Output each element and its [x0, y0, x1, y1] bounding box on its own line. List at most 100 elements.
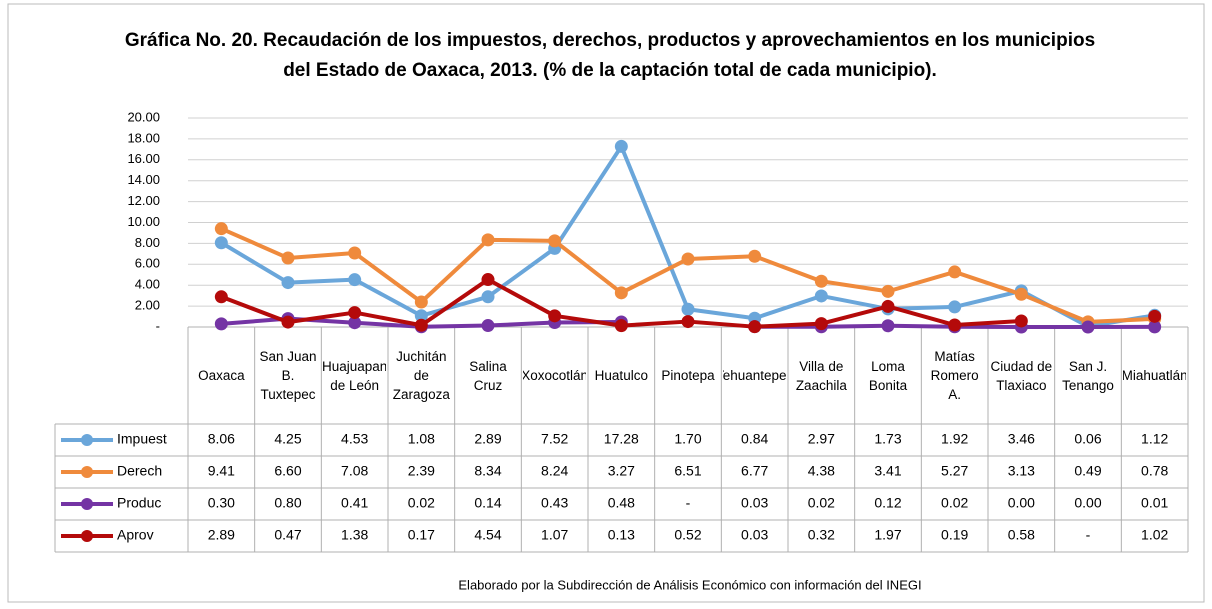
data-point [281, 315, 295, 329]
table-value: 0.01 [1141, 495, 1168, 511]
x-tick-label: Pinotepa [661, 368, 715, 383]
data-point [1148, 320, 1162, 334]
table-value: 0.06 [1074, 431, 1101, 447]
data-point [948, 318, 962, 332]
data-point [214, 317, 228, 331]
category-cell: Tehuantepec [723, 368, 786, 383]
table-value: 1.12 [1141, 431, 1168, 447]
legend-key [81, 498, 93, 510]
chart-frame [7, 3, 1205, 603]
table-value: 0.41 [341, 495, 368, 511]
table-value: 3.46 [1008, 431, 1035, 447]
y-tick-label: 16.00 [127, 151, 160, 166]
table-value: 17.28 [604, 431, 639, 447]
table-value: 0.00 [1008, 495, 1035, 511]
table-value: 6.60 [274, 463, 301, 479]
data-point [681, 315, 695, 329]
table-value: 2.89 [474, 431, 501, 447]
category-cell: Pinotepa [661, 368, 715, 383]
table-value: 8.34 [474, 463, 501, 479]
table-value: 0.52 [674, 527, 701, 543]
table-value: 1.07 [541, 527, 568, 543]
data-point [881, 284, 895, 298]
x-tick-label: Xoxocotlán [523, 368, 586, 383]
data-point [414, 309, 428, 323]
data-point [481, 290, 495, 304]
table-value: 8.06 [208, 431, 235, 447]
table-value: 0.00 [1074, 495, 1101, 511]
y-tick-label: 4.00 [135, 277, 160, 292]
x-tick-label: Villa de Zaachila [795, 358, 847, 393]
legend-label: Impuest [117, 431, 167, 447]
data-point [1014, 314, 1028, 328]
data-point [548, 234, 562, 248]
data-point [1148, 309, 1162, 323]
table-value: 8.24 [541, 463, 568, 479]
table-value: 3.27 [608, 463, 635, 479]
table-value: 1.38 [341, 527, 368, 543]
x-tick-label: Huajuapan de León [323, 358, 386, 393]
data-point [614, 139, 628, 153]
table-value: 4.38 [808, 463, 835, 479]
legend-label: Produc [117, 495, 161, 511]
table-value: 2.39 [408, 463, 435, 479]
table-value: 7.08 [341, 463, 368, 479]
table-value: 4.54 [474, 527, 501, 543]
category-cell: Huatulco [594, 368, 648, 383]
y-tick-label: 12.00 [127, 193, 160, 208]
table-value: 0.58 [1008, 527, 1035, 543]
table-value: 0.43 [541, 495, 568, 511]
table-value: 0.02 [408, 495, 435, 511]
table-value: 7.52 [541, 431, 568, 447]
table-value: 3.41 [874, 463, 901, 479]
legend-key [81, 530, 93, 542]
table-value: 3.13 [1008, 463, 1035, 479]
data-point [414, 295, 428, 309]
legend-label: Derech [117, 463, 162, 479]
data-point [214, 222, 228, 236]
data-point [214, 290, 228, 304]
data-point [614, 286, 628, 300]
data-point [814, 289, 828, 303]
table-value: 0.03 [741, 527, 768, 543]
data-point [348, 306, 362, 320]
table-value: 0.49 [1074, 463, 1101, 479]
table-value: 0.80 [274, 495, 301, 511]
category-cell: Huajuapan de León [323, 358, 386, 393]
x-tick-label: Oaxaca [198, 368, 245, 383]
legend-key [81, 434, 93, 446]
data-point [881, 319, 895, 333]
table-value: 0.32 [808, 527, 835, 543]
x-tick-label: Huatulco [594, 368, 648, 383]
data-point [748, 320, 762, 334]
x-tick-label: Salina Cruz [469, 358, 507, 393]
legend-key [81, 466, 93, 478]
table-value: 6.77 [741, 463, 768, 479]
data-point [948, 300, 962, 314]
category-cell: Oaxaca [198, 368, 245, 383]
data-point [681, 302, 695, 316]
x-tick-label: Ciudad de Tlaxiaco [990, 358, 1053, 393]
x-tick-label: Tehuantepec [723, 368, 786, 383]
table-value: 0.19 [941, 527, 968, 543]
data-point [348, 316, 362, 330]
data-point [614, 319, 628, 333]
data-point [814, 317, 828, 331]
table-value: 0.03 [741, 495, 768, 511]
x-tick-label: Matías Romero A. [930, 349, 979, 402]
y-tick-label: 18.00 [127, 130, 160, 145]
table-value: 0.12 [874, 495, 901, 511]
data-point [481, 273, 495, 287]
category-cell: Ciudad de Tlaxiaco [990, 358, 1053, 393]
table-value: 0.02 [941, 495, 968, 511]
table-value: - [686, 495, 691, 511]
data-point [748, 249, 762, 263]
category-cell: Salina Cruz [469, 358, 507, 393]
table-value: 1.92 [941, 431, 968, 447]
category-cell: Miahuatlán [1123, 368, 1186, 383]
table-value: 1.70 [674, 431, 701, 447]
table-value: 0.84 [741, 431, 768, 447]
data-point [481, 319, 495, 333]
category-cell: Villa de Zaachila [795, 358, 847, 393]
